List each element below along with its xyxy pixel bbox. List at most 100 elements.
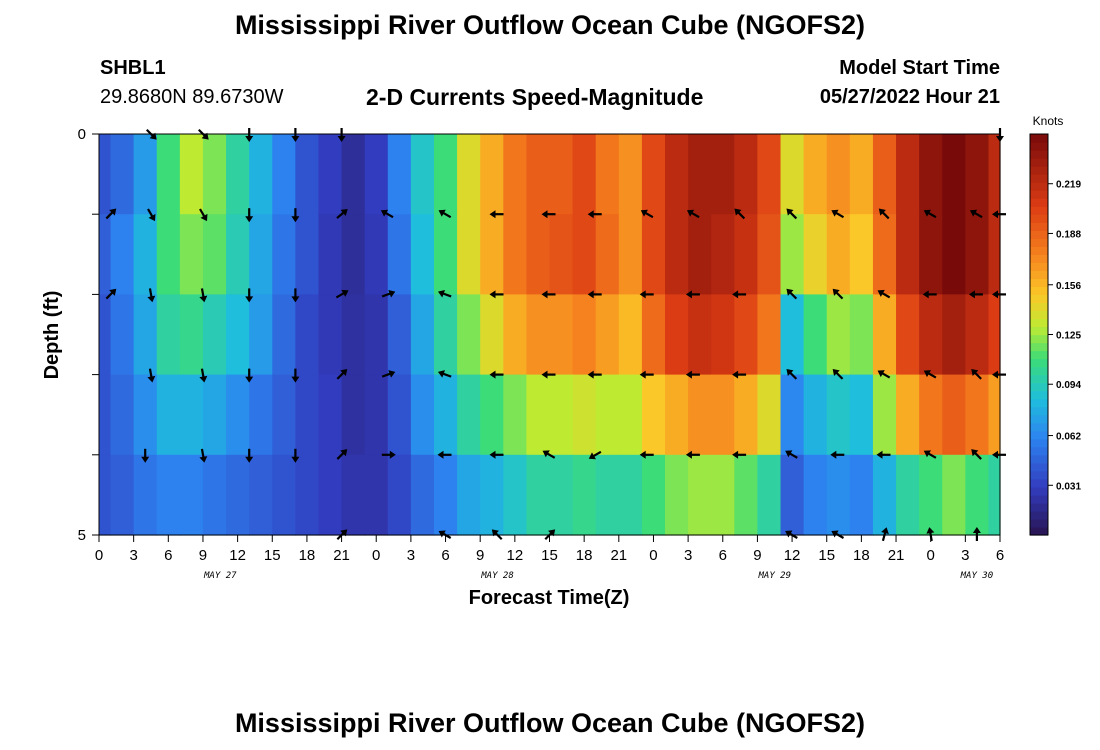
heatmap-cell [572,374,597,456]
arrow-shaft [881,531,887,542]
current-arrow [199,288,208,303]
current-arrow [438,530,452,539]
heatmap-cell [711,374,735,456]
colorbar-segment [1030,526,1048,536]
arrow-shaft [442,292,452,298]
arrow-head [926,527,935,534]
arrow-head [199,456,208,463]
heatmap-cell [826,214,851,295]
arrow-head [245,136,254,142]
heatmap-cell [272,134,296,215]
current-arrow [380,209,394,219]
arrow-shaft [789,211,798,220]
colorbar-segment [1030,174,1048,183]
arrow-head [640,209,648,217]
current-arrow [541,290,556,299]
current-arrow [381,450,396,459]
arrow-head [639,290,646,299]
arrow-shaft [200,368,205,378]
arrow-shaft [835,371,844,380]
heatmap-cell [457,454,481,536]
arrow-head [786,208,794,216]
colorbar-segment [1030,446,1048,456]
heatmap-cell [734,214,759,295]
colorbar-unit: Knots [1033,114,1064,128]
heatmap-cell [595,134,620,215]
x-tick-label: 9 [753,547,761,564]
current-arrow [141,448,150,463]
arrow-shaft [974,451,982,460]
arrow-shaft [494,532,503,541]
colorbar-segment [1030,270,1048,279]
colorbar-segment [1030,134,1048,143]
heatmap-cell [826,134,851,215]
arrow-shaft [105,211,114,220]
colorbar-tick-label: 0.219 [1056,180,1081,191]
arrow-shaft [442,372,452,378]
arrow-head [686,209,695,217]
x-tick-label: 9 [199,547,207,564]
arrow-head [437,370,445,378]
heatmap-cell [872,374,897,456]
current-arrow [971,449,982,460]
arrow-head [438,530,446,538]
arrow-head [245,376,254,383]
heatmap-cell [179,454,204,536]
arrow-shaft [644,211,654,219]
heatmap-cell [99,134,112,215]
colorbar-segment [1030,358,1048,368]
heatmap-cell [318,294,343,376]
arrow-head [786,368,794,377]
date-label: MAY 27 [203,571,237,581]
current-arrow [686,209,700,219]
heatmap-cell [133,454,158,536]
arrow-shaft [881,211,890,220]
current-arrow [438,209,452,219]
heatmap-cell [156,454,181,536]
heatmap-cell [711,294,735,376]
colorbar-segment [1030,238,1048,247]
colorbar-segment [1030,438,1048,448]
arrow-head [489,210,496,219]
heatmap-cell [110,214,135,295]
heatmap-cell [110,454,135,536]
date-label: MAY 29 [757,571,791,581]
arrow-shaft [336,451,345,460]
heatmap-cell [202,294,227,376]
current-arrow [336,449,348,460]
heatmap-cell [803,134,828,215]
heatmap-cell [457,374,481,456]
current-arrow [971,368,982,380]
colorbar-segment [1030,254,1048,263]
heatmap-cell [99,374,112,456]
station-coordinates: 29.8680N 89.6730W [100,86,284,108]
arrow-head [245,216,254,223]
date-label: MAY 28 [480,571,514,581]
arrow-head [685,450,692,459]
arrow-shaft [442,532,452,539]
heatmap-cell [503,374,527,456]
arrow-head [832,288,840,296]
current-arrow [147,288,156,303]
heatmap-cell [849,454,874,536]
colorbar-segment [1030,414,1048,424]
current-arrow [685,370,700,379]
heatmap-cell [480,374,504,456]
arrow-head [291,456,300,463]
arrow-head [785,450,793,458]
colorbar-segment [1030,390,1048,400]
x-tick-label: 9 [476,547,484,564]
current-arrow [245,368,254,383]
footer-title: Mississippi River Outflow Ocean Cube (NG… [234,708,866,738]
current-arrow [830,450,845,459]
heatmap-cell [318,134,343,215]
heatmap-cell [965,454,990,536]
heatmap-cell [387,214,412,295]
heatmap-cell [665,374,689,456]
heatmap-cell [641,294,666,376]
colorbar-segment [1030,470,1048,480]
heatmap-cell [734,374,759,456]
heatmap-cell [480,294,504,376]
colorbar-segment [1030,326,1048,336]
arrow-head [141,456,150,463]
